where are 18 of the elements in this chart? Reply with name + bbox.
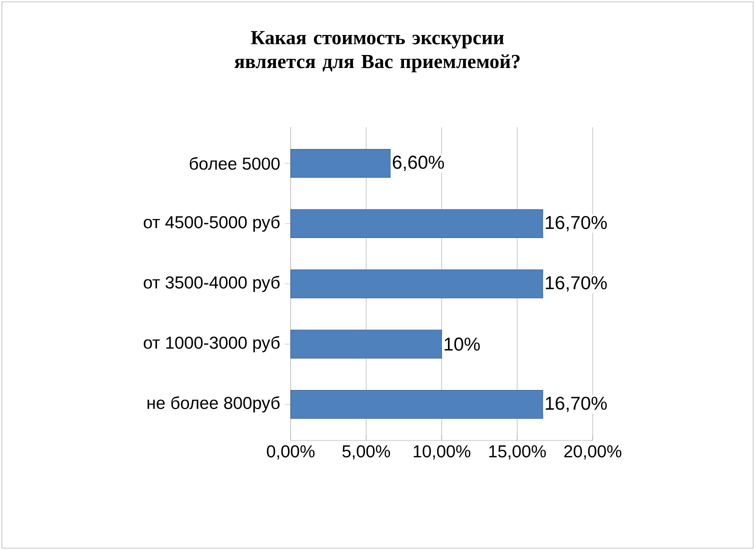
- y-tick-label: не более 800руб: [148, 396, 280, 413]
- x-tick-label: 5,00%: [342, 445, 390, 460]
- data-label: 6,60%: [392, 156, 444, 172]
- bar: [290, 148, 391, 178]
- chart-title: Какая стоимость экскурсии является для Вас приемлемой?: [234, 31, 520, 72]
- data-label: 16,70%: [546, 276, 607, 292]
- x-tick-label: 0,00%: [266, 445, 315, 460]
- y-tick-label: более 5000: [190, 156, 280, 170]
- x-tick-label: 20,00%: [564, 445, 622, 460]
- y-tick-label: от 1000-3000 руб: [144, 336, 280, 352]
- y-tick-label: от 3500-4000 руб: [144, 276, 280, 292]
- x-tick-label: 15,00%: [489, 445, 546, 460]
- data-label: 10%: [444, 338, 480, 351]
- x-tick-label: 10,00%: [414, 445, 470, 460]
- bar: [290, 330, 442, 359]
- y-tick-label: от 4500-5000 руб: [144, 216, 280, 232]
- data-label: 16,70%: [546, 396, 607, 412]
- data-label: 16,70%: [546, 216, 607, 232]
